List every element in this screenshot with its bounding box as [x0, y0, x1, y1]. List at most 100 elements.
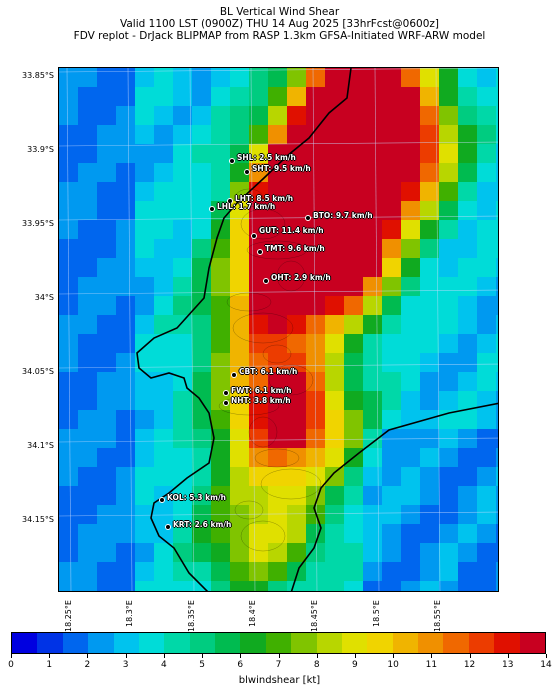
grid-cell [59, 581, 79, 591]
grid-cell [78, 258, 98, 278]
grid-cell [192, 562, 212, 582]
grid-cell [173, 410, 193, 430]
grid-cell [230, 258, 250, 278]
grid-cell [401, 68, 421, 88]
grid-cell [97, 239, 117, 259]
grid-cell [401, 315, 421, 335]
grid-cell [211, 87, 231, 107]
station-dot-fwt [223, 390, 229, 396]
grid-cell [287, 220, 307, 240]
grid-cell [477, 505, 497, 525]
grid-cell [344, 239, 364, 259]
grid-cell [78, 296, 98, 316]
grid-cell [154, 258, 174, 278]
grid-cell [211, 353, 231, 373]
grid-cell [230, 524, 250, 544]
grid-cell [420, 410, 440, 430]
grid-cell [249, 524, 269, 544]
grid-cell [59, 106, 79, 126]
grid-cell [59, 391, 79, 411]
grid-cell [268, 581, 288, 591]
grid-cell [268, 296, 288, 316]
grid-cell [192, 467, 212, 487]
grid-cell [287, 524, 307, 544]
grid-cell [135, 220, 155, 240]
grid-cell [439, 68, 459, 88]
grid-cell [401, 543, 421, 563]
grid-cell [154, 201, 174, 221]
grid-cell [268, 543, 288, 563]
terrain-contour [254, 448, 300, 468]
grid-cell [78, 68, 98, 88]
grid-cell [211, 125, 231, 145]
grid-cell [458, 429, 478, 449]
grid-cell [325, 163, 345, 183]
grid-cell [363, 277, 383, 297]
grid-cell [135, 277, 155, 297]
grid-cell [116, 125, 136, 145]
lon-label-0: 18.25°E [64, 600, 73, 632]
grid-cell [306, 581, 326, 591]
grid-cell [154, 353, 174, 373]
grid-cell [135, 410, 155, 430]
grid-cell [135, 581, 155, 591]
grid-cell [78, 163, 98, 183]
grid-cell [230, 277, 250, 297]
grid-cell [211, 144, 231, 164]
grid-cell [135, 315, 155, 335]
grid-cell [382, 277, 402, 297]
grid-cell [382, 315, 402, 335]
grid-cell [97, 125, 117, 145]
station-dot-lht [227, 198, 233, 204]
grid-cell [59, 220, 79, 240]
grid-cell [211, 486, 231, 506]
grid-cell [192, 524, 212, 544]
colorbar-tick-label: 10 [387, 660, 399, 670]
colorbar-tick-mark [316, 654, 318, 658]
grid-cell [496, 163, 498, 183]
terrain-contour [240, 208, 286, 240]
grid-cell [458, 106, 478, 126]
graticule-line [59, 363, 498, 369]
map-valid-time: Valid 1100 LST (0900Z) THU 14 Aug 2025 [… [120, 18, 439, 30]
grid-cell [458, 220, 478, 240]
grid-cell [306, 562, 326, 582]
grid-cell [325, 543, 345, 563]
lon-label-5: 18.5°E [372, 600, 381, 627]
grid-cell [135, 505, 155, 525]
grid-cell [135, 448, 155, 468]
grid-cell [420, 68, 440, 88]
grid-cell [97, 448, 117, 468]
grid-cell [382, 543, 402, 563]
colorbar-swatch [113, 633, 139, 653]
grid-cell [477, 125, 497, 145]
grid-cell [173, 391, 193, 411]
grid-cell [97, 296, 117, 316]
grid-cell [477, 201, 497, 221]
grid-cell [230, 391, 250, 411]
grid-cell [135, 144, 155, 164]
grid-cell [135, 87, 155, 107]
station-label-gut: GUT: 11.4 km/h [259, 226, 324, 235]
grid-cell [154, 334, 174, 354]
grid-cell [230, 220, 250, 240]
grid-cell [135, 543, 155, 563]
grid-cell [287, 315, 307, 335]
grid-cell [116, 543, 136, 563]
grid-cell [420, 239, 440, 259]
grid-cell [78, 448, 98, 468]
grid-cell [97, 163, 117, 183]
grid-cell [135, 125, 155, 145]
grid-cell [59, 353, 79, 373]
grid-cell [116, 486, 136, 506]
grid-cell [439, 163, 459, 183]
grid-cell [477, 372, 497, 392]
grid-cell [477, 182, 497, 202]
grid-cell [477, 391, 497, 411]
grid-cell [135, 467, 155, 487]
grid-cell [154, 467, 174, 487]
grid-cell [477, 410, 497, 430]
grid-cell [78, 486, 98, 506]
grid-cell [287, 163, 307, 183]
grid-cell [420, 182, 440, 202]
